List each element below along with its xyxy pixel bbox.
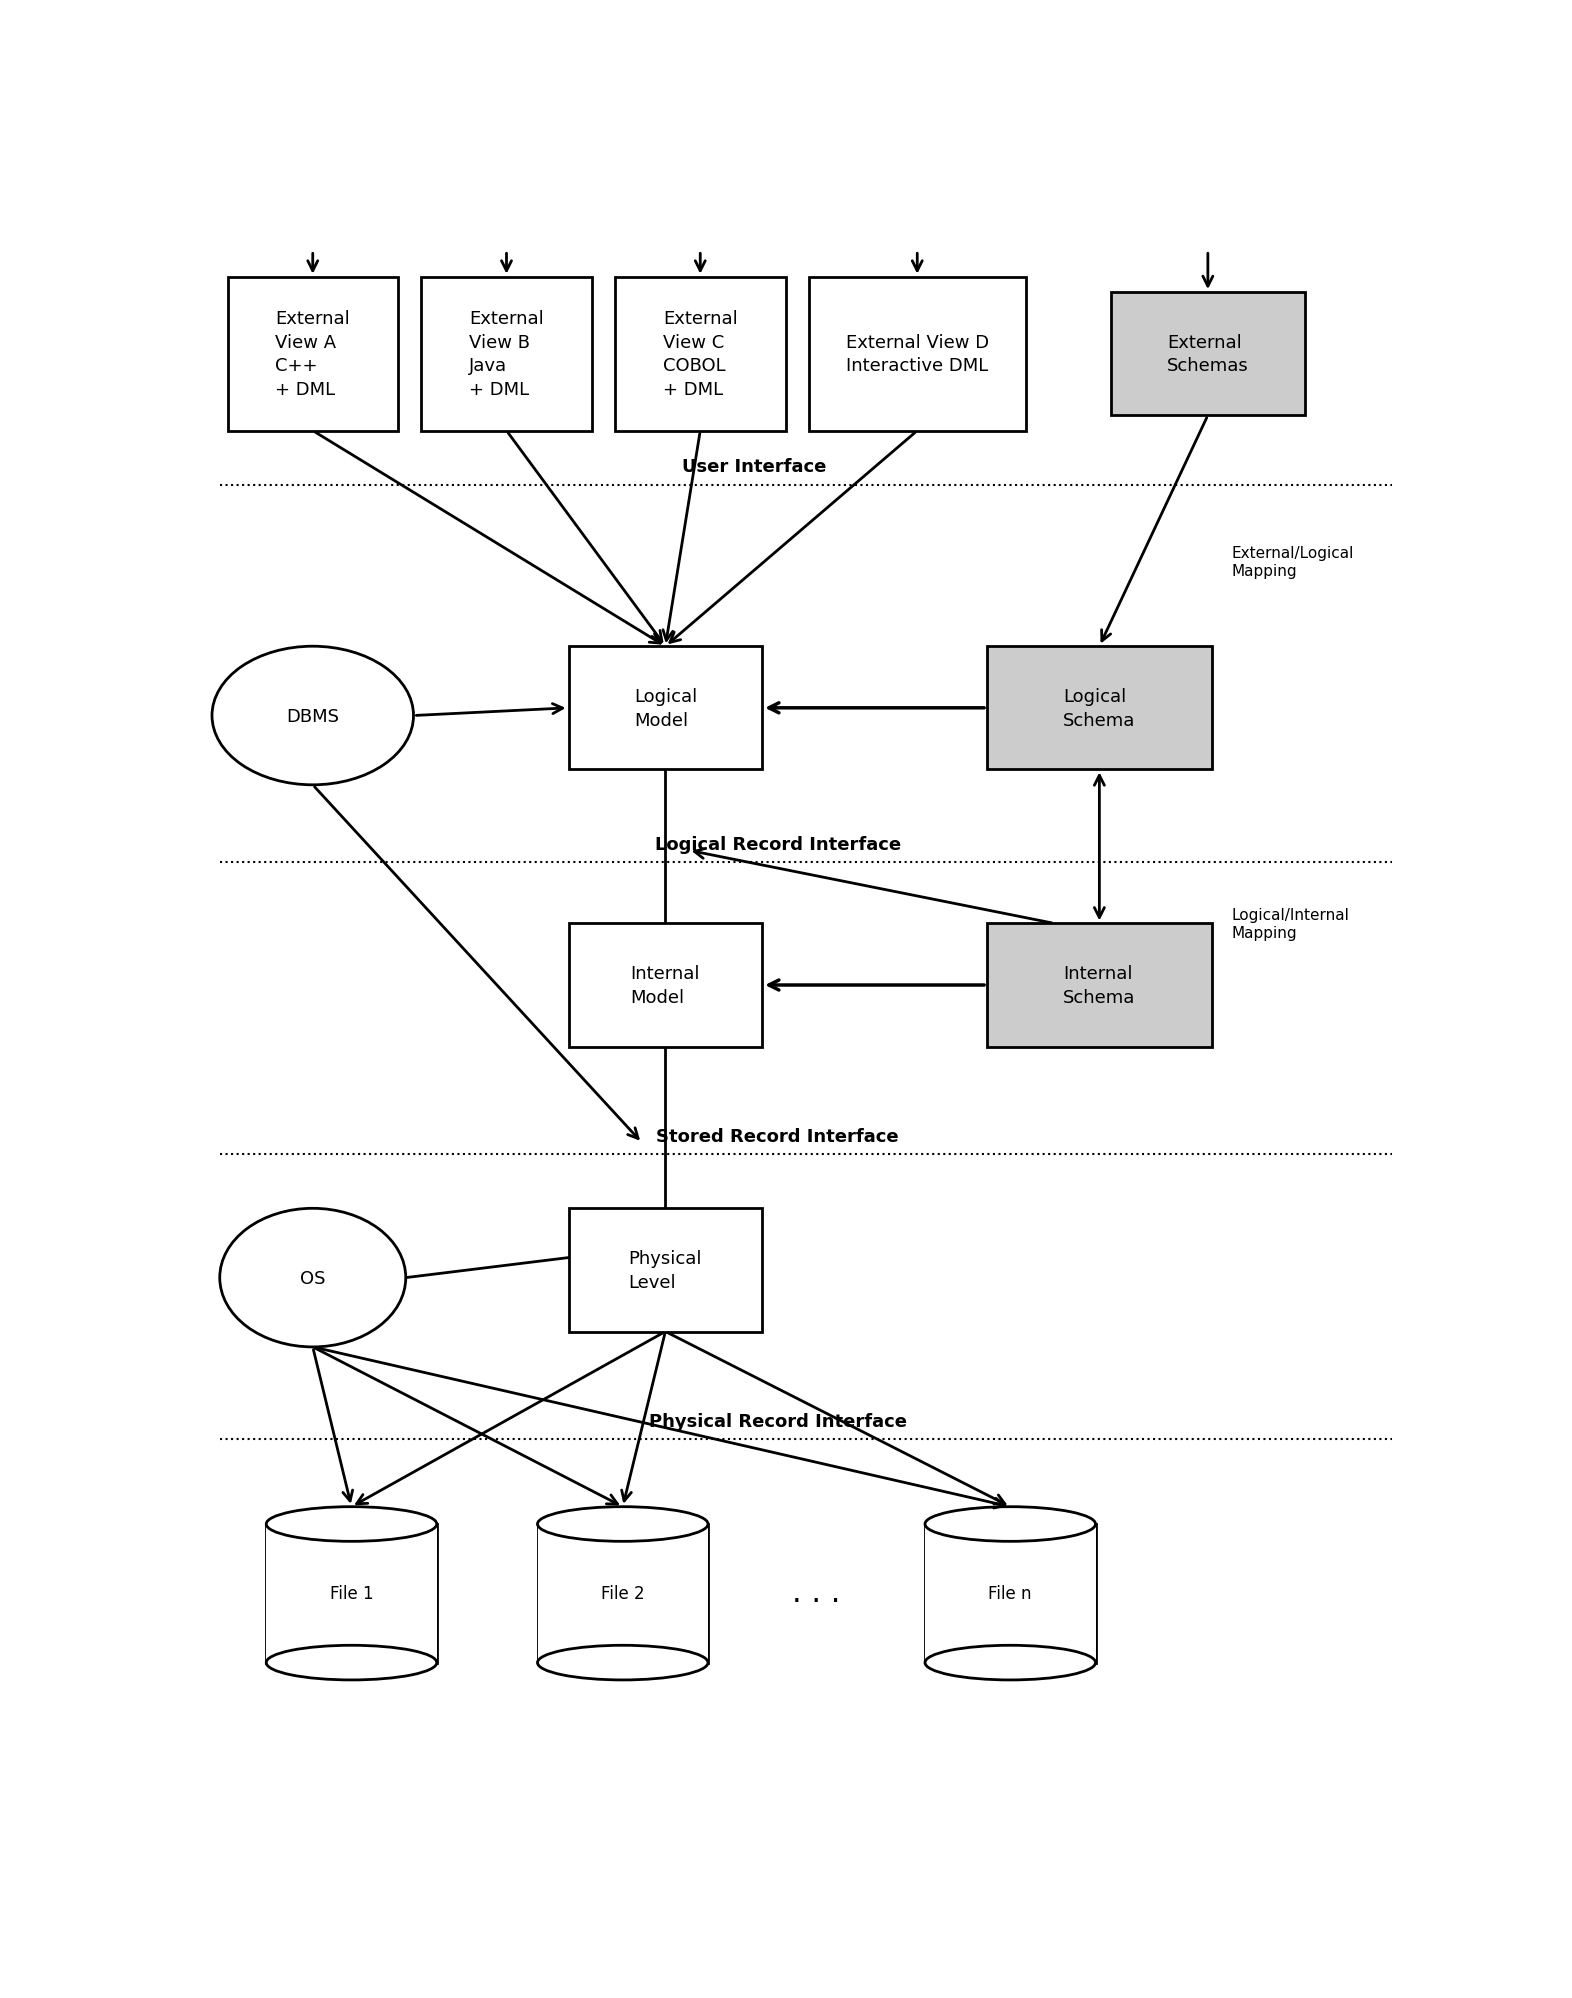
Ellipse shape [538,1506,707,1542]
Text: User Interface: User Interface [682,458,827,476]
Ellipse shape [220,1209,406,1347]
Bar [924,1524,1096,1662]
Bar [1111,294,1305,416]
Bar [569,923,762,1047]
Ellipse shape [266,1506,437,1542]
Text: File 1: File 1 [330,1584,373,1602]
Text: Internal
Model: Internal Model [630,965,700,1007]
Text: File 2: File 2 [601,1584,645,1602]
Text: Logical Record Interface: Logical Record Interface [654,835,901,853]
Text: OS: OS [300,1269,325,1287]
Text: Stored Record Interface: Stored Record Interface [657,1127,899,1145]
Text: File n: File n [989,1584,1031,1602]
Bar [569,1209,762,1333]
Text: Logical
Model: Logical Model [634,687,696,729]
Bar [808,278,1027,432]
Text: Physical Record Interface: Physical Record Interface [649,1413,907,1431]
Text: External
View B
Java
+ DML: External View B Java + DML [468,310,544,400]
Text: · · ·: · · · [792,1586,841,1616]
Ellipse shape [266,1646,437,1680]
Ellipse shape [924,1506,1096,1542]
Bar [538,1524,707,1662]
Ellipse shape [924,1646,1096,1680]
Ellipse shape [538,1646,707,1680]
Text: Logical/Internal
Mapping: Logical/Internal Mapping [1231,907,1349,941]
Text: External
View C
COBOL
+ DML: External View C COBOL + DML [663,310,737,400]
Bar [987,923,1212,1047]
Text: External View D
Interactive DML: External View D Interactive DML [846,334,989,376]
Text: External/Logical
Mapping: External/Logical Mapping [1231,545,1353,577]
Bar [421,278,591,432]
Bar [569,647,762,769]
Bar [266,1524,437,1662]
Text: DBMS: DBMS [286,707,340,725]
Bar [615,278,786,432]
Text: External
Schemas: External Schemas [1166,334,1248,376]
Bar [987,647,1212,769]
Text: External
View A
C++
+ DML: External View A C++ + DML [275,310,351,400]
Bar [228,278,398,432]
Text: Physical
Level: Physical Level [629,1249,703,1291]
Text: Internal
Schema: Internal Schema [1063,965,1135,1007]
Ellipse shape [212,647,413,785]
Text: Logical
Schema: Logical Schema [1063,687,1135,729]
